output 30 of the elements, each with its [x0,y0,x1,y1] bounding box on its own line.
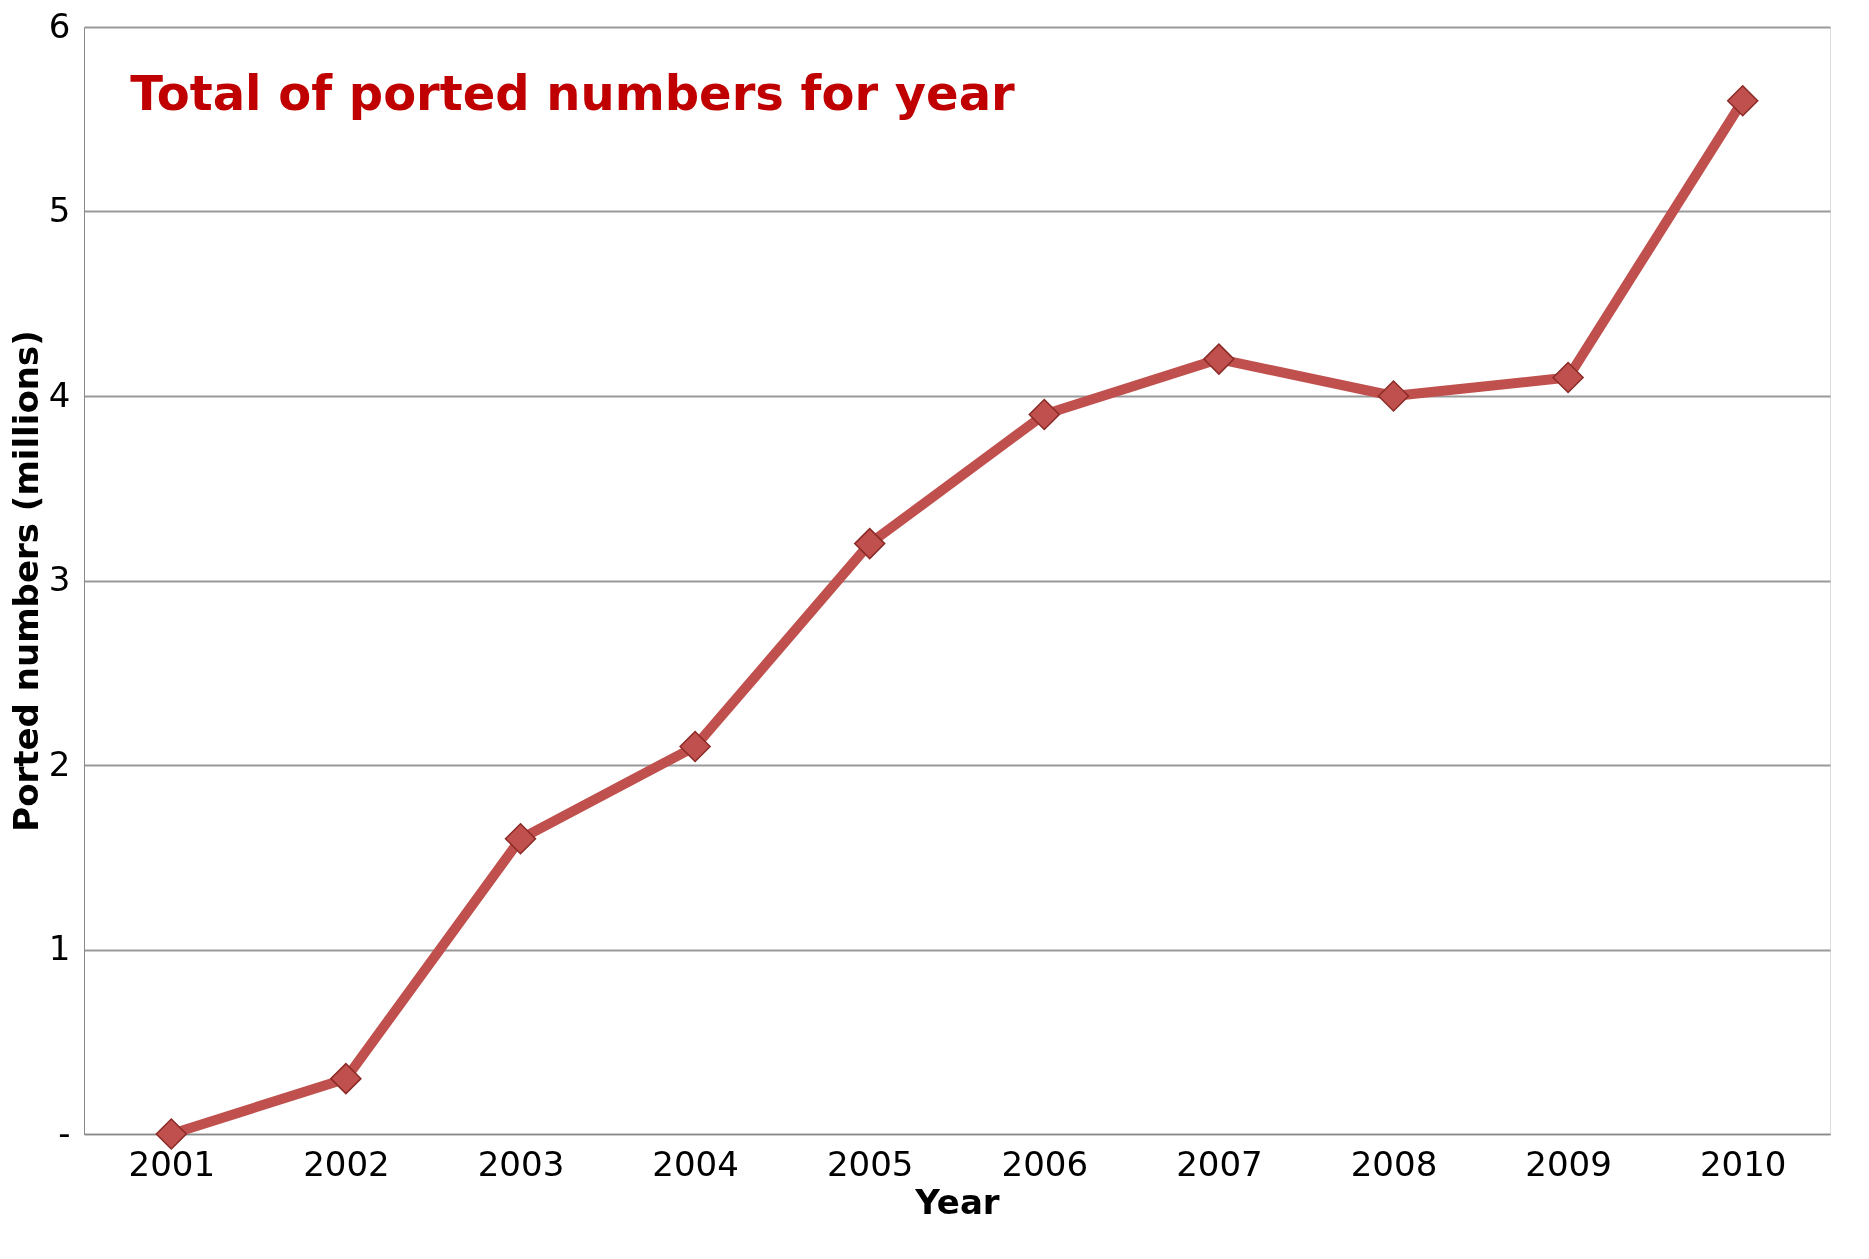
y-tick-label: 6 [48,5,71,46]
y-tick-label: 3 [48,559,71,599]
x-tick-label: 2010 [1699,1143,1787,1184]
y-axis-title: Ported numbers (millions) [5,330,46,832]
text: Total of ported numbers for year [130,65,1016,121]
point [330,1062,362,1095]
x-tick-label: 2002 [303,1143,390,1184]
x-tick-label: 2004 [652,1143,739,1184]
point [853,527,886,560]
point [1028,398,1061,431]
x-tick-label: 2006 [1001,1143,1089,1184]
point [679,730,711,763]
y-tick-label: 2 [48,743,71,784]
x-tick-label: 2007 [1176,1143,1263,1184]
point [155,1118,188,1150]
x-tick-label: 2005 [826,1143,914,1184]
point [1377,380,1410,412]
x-axis-title: Year [914,1181,1000,1222]
y-tick-label: - [58,1112,71,1153]
point [1726,85,1759,117]
y-tick-label: 1 [48,928,71,968]
point [1552,361,1584,394]
x-tick-label: 2001 [128,1143,216,1184]
y-tick-label: 5 [48,190,71,230]
x-tick-label: 2003 [477,1143,565,1184]
x-tick-label: 2008 [1350,1143,1438,1184]
point [1203,343,1235,375]
y-tick-label: 4 [48,374,71,415]
x-tick-label: 2009 [1525,1143,1612,1184]
point [504,823,537,855]
